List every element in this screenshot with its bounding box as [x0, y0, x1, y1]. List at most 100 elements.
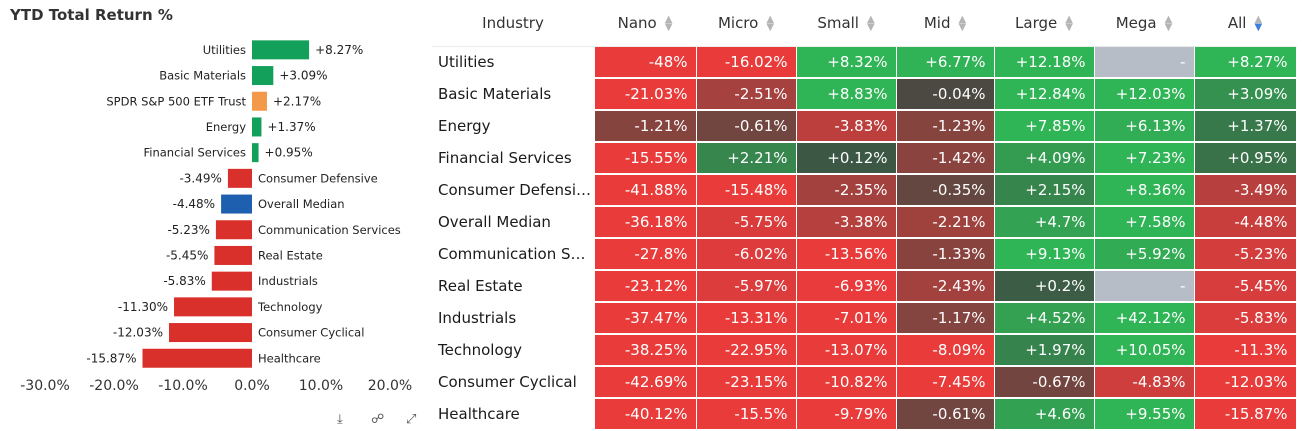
table-row: Utilities -48% -16.02% +8.32% +6.77% +12.18% -…: [432, 46, 1297, 79]
bar[interactable]: [252, 91, 267, 111]
return-cell: -3.49%: [1194, 174, 1297, 207]
category-label: Utilities: [203, 43, 246, 57]
category-label: Healthcare: [258, 351, 321, 365]
column-header-large[interactable]: Large ▲ ▼: [994, 0, 1094, 47]
bar[interactable]: [214, 245, 252, 265]
sort-icon[interactable]: ▲ ▼: [958, 13, 967, 33]
return-cell: -7.45%: [896, 366, 995, 399]
return-cell: +1.97%: [994, 334, 1095, 367]
return-cell: -13.56%: [796, 238, 897, 271]
sort-icon[interactable]: ▲ ▼: [766, 13, 775, 33]
return-cell: -3.38%: [796, 206, 897, 239]
return-cell: -12.03%: [1194, 366, 1297, 399]
bar[interactable]: [227, 168, 252, 188]
return-cell: +9.13%: [994, 238, 1095, 271]
column-header-label: Mega: [1115, 14, 1157, 32]
return-cell: +0.95%: [1194, 142, 1297, 175]
return-cell: +12.03%: [1094, 78, 1195, 111]
bar-value-label: -3.49%: [179, 171, 221, 185]
return-cell: -5.45%: [1194, 270, 1297, 303]
return-cell: -1.23%: [896, 110, 995, 143]
return-cell: +1.37%: [1194, 110, 1297, 143]
category-label: Industrials: [258, 274, 318, 288]
x-tick-label: 10.0%: [299, 378, 343, 394]
return-cell: +8.27%: [1194, 46, 1297, 79]
column-header-industry[interactable]: Industry: [432, 0, 594, 47]
bar[interactable]: [252, 40, 310, 60]
share-icon[interactable]: ☍: [371, 411, 385, 426]
return-cell: -4.48%: [1194, 206, 1297, 239]
bar[interactable]: [211, 271, 252, 291]
column-header-label: Mid: [923, 14, 951, 32]
return-cell: -10.82%: [796, 366, 897, 399]
industry-name: Healthcare: [432, 398, 595, 431]
column-header-label: Industry: [482, 14, 544, 32]
return-cell: -16.02%: [696, 46, 797, 79]
return-cell: -1.17%: [896, 302, 995, 335]
return-cell: -9.79%: [796, 398, 897, 431]
return-cell: -48%: [594, 46, 697, 79]
column-header-small[interactable]: Small ▲ ▼: [796, 0, 896, 47]
expand-icon[interactable]: ⤢: [406, 411, 417, 426]
bar-value-label: +1.37%: [267, 120, 315, 134]
return-cell: -2.51%: [696, 78, 797, 111]
bar[interactable]: [142, 348, 252, 368]
bar-value-label: +8.27%: [315, 43, 363, 57]
table-row: Basic Materials -21.03% -2.51% +8.83% -0.04%…: [432, 78, 1297, 111]
bar[interactable]: [174, 297, 252, 317]
return-cell: -1.33%: [896, 238, 995, 271]
sort-icon[interactable]: ▲ ▼: [1065, 13, 1073, 33]
return-cell: -21.03%: [594, 78, 697, 111]
return-cell: +2.21%: [696, 142, 797, 175]
column-header-mid[interactable]: Mid ▲ ▼: [896, 0, 994, 47]
table-row: Healthcare -40.12% -15.5% -9.79% -0.61% +4.6%…: [432, 398, 1297, 431]
sort-icon[interactable]: ▲ ▼: [664, 13, 673, 33]
column-header-nano[interactable]: Nano ▲ ▼: [594, 0, 696, 47]
bar[interactable]: [168, 323, 252, 343]
column-header-micro[interactable]: Micro ▲ ▼: [696, 0, 796, 47]
return-cell: +42.12%: [1094, 302, 1195, 335]
return-cell: +4.09%: [994, 142, 1095, 175]
sort-icon[interactable]: ▲ ▼: [1164, 13, 1173, 33]
return-cell: -8.09%: [896, 334, 995, 367]
return-cell: -6.02%: [696, 238, 797, 271]
category-label: Financial Services: [143, 146, 246, 160]
bar-value-label: -5.45%: [166, 248, 208, 262]
return-cell: -36.18%: [594, 206, 697, 239]
return-cell: -: [1094, 46, 1195, 79]
return-cell: +10.05%: [1094, 334, 1195, 367]
x-tick-label: -10.0%: [158, 378, 208, 394]
sort-icon[interactable]: ▲ ▼: [866, 13, 875, 33]
bar[interactable]: [215, 220, 252, 240]
column-header-mega[interactable]: Mega ▲ ▼: [1094, 0, 1194, 47]
x-tick-label: 20.0%: [368, 378, 412, 394]
bar[interactable]: [252, 66, 274, 86]
table-row: Consumer Cyclical -42.69% -23.15% -10.82% -7…: [432, 366, 1297, 399]
return-cell: -0.67%: [994, 366, 1095, 399]
bar[interactable]: [252, 143, 259, 163]
column-header-label: Large: [1015, 14, 1058, 32]
industry-name: Real Estate: [432, 270, 595, 303]
column-header-all[interactable]: All ▲ ▼: [1194, 0, 1296, 47]
return-cell: -2.43%: [896, 270, 995, 303]
bar-value-label: -15.87%: [86, 351, 136, 365]
return-cell: -0.35%: [896, 174, 995, 207]
return-cell: -1.21%: [594, 110, 697, 143]
chart-title: YTD Total Return %: [10, 6, 173, 24]
return-cell: -5.23%: [1194, 238, 1297, 271]
industry-name: Overall Median: [432, 206, 595, 239]
bar-value-label: -5.23%: [167, 223, 209, 237]
bar-chart: +8.27% Utilities +3.09% Basic Materials +2.1…: [20, 40, 412, 394]
download-icon[interactable]: ⤓: [337, 411, 343, 426]
return-cell: -5.75%: [696, 206, 797, 239]
bar[interactable]: [252, 117, 262, 137]
sort-icon[interactable]: ▲ ▼: [1254, 13, 1263, 33]
category-label: Real Estate: [258, 248, 323, 262]
category-label: Basic Materials: [159, 69, 246, 83]
industry-name: Industrials: [432, 302, 595, 335]
bar[interactable]: [221, 194, 252, 214]
return-cell: +12.18%: [994, 46, 1095, 79]
category-label: Consumer Cyclical: [258, 326, 364, 340]
return-cell: -7.01%: [796, 302, 897, 335]
return-cell: -37.47%: [594, 302, 697, 335]
